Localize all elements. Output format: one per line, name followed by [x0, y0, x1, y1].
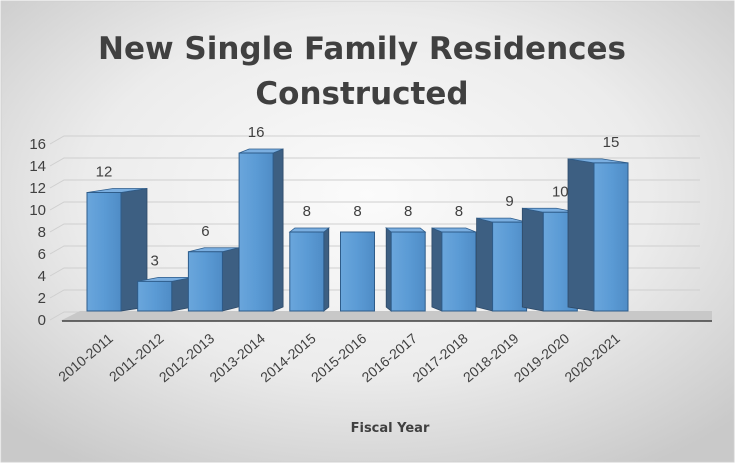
bar [340, 231, 375, 312]
bar-front [593, 162, 629, 312]
gridline [49, 179, 700, 189]
data-label: 12 [96, 164, 113, 181]
bar-front [441, 231, 477, 312]
y-tick-label: 14 [29, 158, 46, 175]
bar [238, 148, 284, 312]
bar [137, 276, 194, 312]
data-label: 10 [552, 183, 569, 200]
bar [86, 188, 148, 312]
bar [431, 227, 477, 312]
bar-side [221, 247, 239, 312]
data-label: 8 [353, 203, 361, 220]
bar-front [187, 251, 223, 312]
bar-front [340, 231, 375, 312]
bar-side [476, 217, 494, 312]
bar-side [521, 207, 544, 312]
data-label: 8 [455, 203, 463, 220]
gridline [49, 157, 700, 167]
bar [288, 227, 330, 312]
y-tick-label: 12 [29, 180, 46, 197]
y-tick-label: 16 [29, 136, 46, 153]
data-label: 3 [151, 252, 159, 269]
bar [567, 158, 629, 312]
y-tick-label: 8 [38, 224, 46, 241]
data-label: 15 [603, 134, 620, 151]
gridline [49, 201, 700, 211]
y-tick-label: 0 [38, 312, 46, 329]
data-labels: 12 3 6 16 8 8 8 8 9 10 15 [96, 124, 620, 269]
bar-front [289, 231, 325, 312]
data-label: 6 [201, 223, 209, 240]
bars [86, 148, 629, 312]
bar-side [323, 227, 330, 312]
bar [385, 227, 427, 312]
chart-title-line-1: New Single Family Residences [98, 31, 626, 67]
bar-side [385, 227, 392, 312]
gridline [49, 135, 700, 145]
bar-front [390, 231, 426, 312]
data-label: 8 [404, 203, 412, 220]
y-axis-ticks: 0 2 4 6 8 10 12 14 16 [29, 136, 46, 329]
bar-front [238, 152, 274, 312]
bar-front [137, 280, 173, 312]
y-tick-label: 4 [38, 268, 46, 285]
bar [187, 247, 239, 312]
y-tick-label: 2 [38, 290, 46, 307]
bar [521, 207, 578, 312]
floor-plane [60, 311, 712, 321]
data-label: 9 [505, 193, 513, 210]
chart-floor [60, 311, 712, 322]
bar-top [288, 227, 330, 233]
y-tick-label: 6 [38, 246, 46, 263]
bar-side [567, 158, 595, 312]
x-axis-title: Fiscal Year [351, 421, 430, 436]
y-tick-label: 10 [29, 202, 46, 219]
data-label: 16 [248, 124, 265, 141]
bar-top [385, 227, 427, 233]
bar-front [86, 192, 122, 312]
chart-title-line-2: Constructed [255, 76, 468, 112]
bar-front [492, 221, 528, 312]
data-label: 8 [303, 203, 311, 220]
bar-side [431, 227, 443, 312]
bar [476, 217, 528, 312]
bar-side [272, 148, 284, 312]
